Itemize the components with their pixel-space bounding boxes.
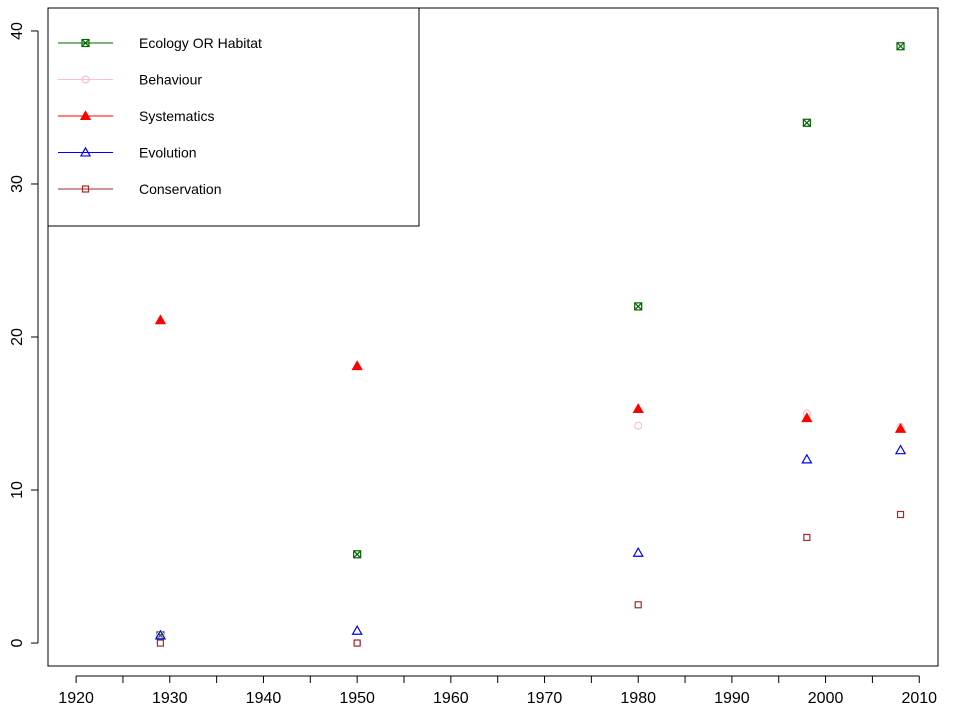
legend-label: Ecology OR Habitat bbox=[139, 35, 262, 51]
legend-item: Ecology OR Habitat bbox=[58, 35, 262, 51]
legend-label: Behaviour bbox=[139, 72, 202, 88]
y-tick-label: 40 bbox=[9, 22, 26, 40]
y-tick-label: 0 bbox=[9, 638, 26, 647]
legend-item: Systematics bbox=[58, 108, 214, 124]
data-point bbox=[802, 118, 811, 127]
y-tick-label: 30 bbox=[9, 175, 26, 193]
x-tick-label: 1970 bbox=[527, 690, 563, 707]
x-tick-label: 1950 bbox=[339, 690, 375, 707]
legend: Ecology OR Habitat Behaviour Systematics Ev… bbox=[47, 7, 420, 227]
data-point bbox=[353, 550, 362, 559]
y-tick-label: 20 bbox=[9, 328, 26, 346]
data-point bbox=[351, 360, 363, 371]
legend-label: Systematics bbox=[139, 108, 214, 124]
x-tick-label: 1930 bbox=[152, 690, 188, 707]
data-point bbox=[801, 412, 813, 423]
legend-label: Conservation bbox=[139, 181, 222, 197]
legend-marker bbox=[81, 185, 90, 193]
series-systematics bbox=[154, 314, 907, 433]
data-point bbox=[156, 639, 165, 647]
data-point bbox=[154, 314, 167, 325]
series-evolution bbox=[154, 444, 907, 640]
x-tick-label: 2010 bbox=[901, 690, 937, 707]
x-tick-label: 1940 bbox=[246, 690, 282, 707]
legend-marker bbox=[81, 38, 90, 48]
series-behaviour bbox=[156, 409, 905, 648]
data-point bbox=[894, 423, 907, 433]
data-point bbox=[632, 546, 644, 557]
data-point bbox=[894, 444, 907, 455]
data-point bbox=[632, 403, 644, 413]
data-point bbox=[634, 601, 642, 609]
data-point bbox=[353, 639, 361, 647]
legend-label: Evolution bbox=[139, 145, 197, 161]
data-point bbox=[801, 453, 813, 464]
x-tick-label: 1980 bbox=[620, 690, 656, 707]
x-axis: 1920 1930 1940 1950 1960 1970 1980 1990 2000 2010 bbox=[58, 675, 937, 707]
data-point bbox=[154, 629, 167, 640]
legend-marker bbox=[81, 75, 90, 84]
data-point bbox=[634, 421, 643, 430]
series-conservation bbox=[156, 510, 905, 647]
data-point bbox=[634, 302, 643, 311]
x-tick-label: 2000 bbox=[808, 690, 844, 707]
legend-item: Behaviour bbox=[58, 72, 202, 88]
y-tick-label: 10 bbox=[9, 481, 26, 499]
legend-item: Conservation bbox=[58, 181, 222, 197]
data-point bbox=[351, 624, 363, 635]
x-tick-label: 1960 bbox=[433, 690, 469, 707]
data-point bbox=[896, 510, 905, 519]
legend-marker bbox=[79, 110, 92, 121]
plot-frame bbox=[47, 7, 939, 667]
x-tick-label: 1990 bbox=[714, 690, 750, 707]
y-axis: 0 10 20 30 40 bbox=[9, 22, 39, 647]
data-points bbox=[154, 42, 907, 648]
legend-item: Evolution bbox=[58, 145, 197, 161]
x-tick-label: 1920 bbox=[58, 690, 94, 707]
data-point bbox=[896, 42, 905, 51]
legend-box bbox=[47, 7, 420, 227]
data-point bbox=[803, 533, 811, 542]
legend-marker bbox=[79, 146, 92, 157]
